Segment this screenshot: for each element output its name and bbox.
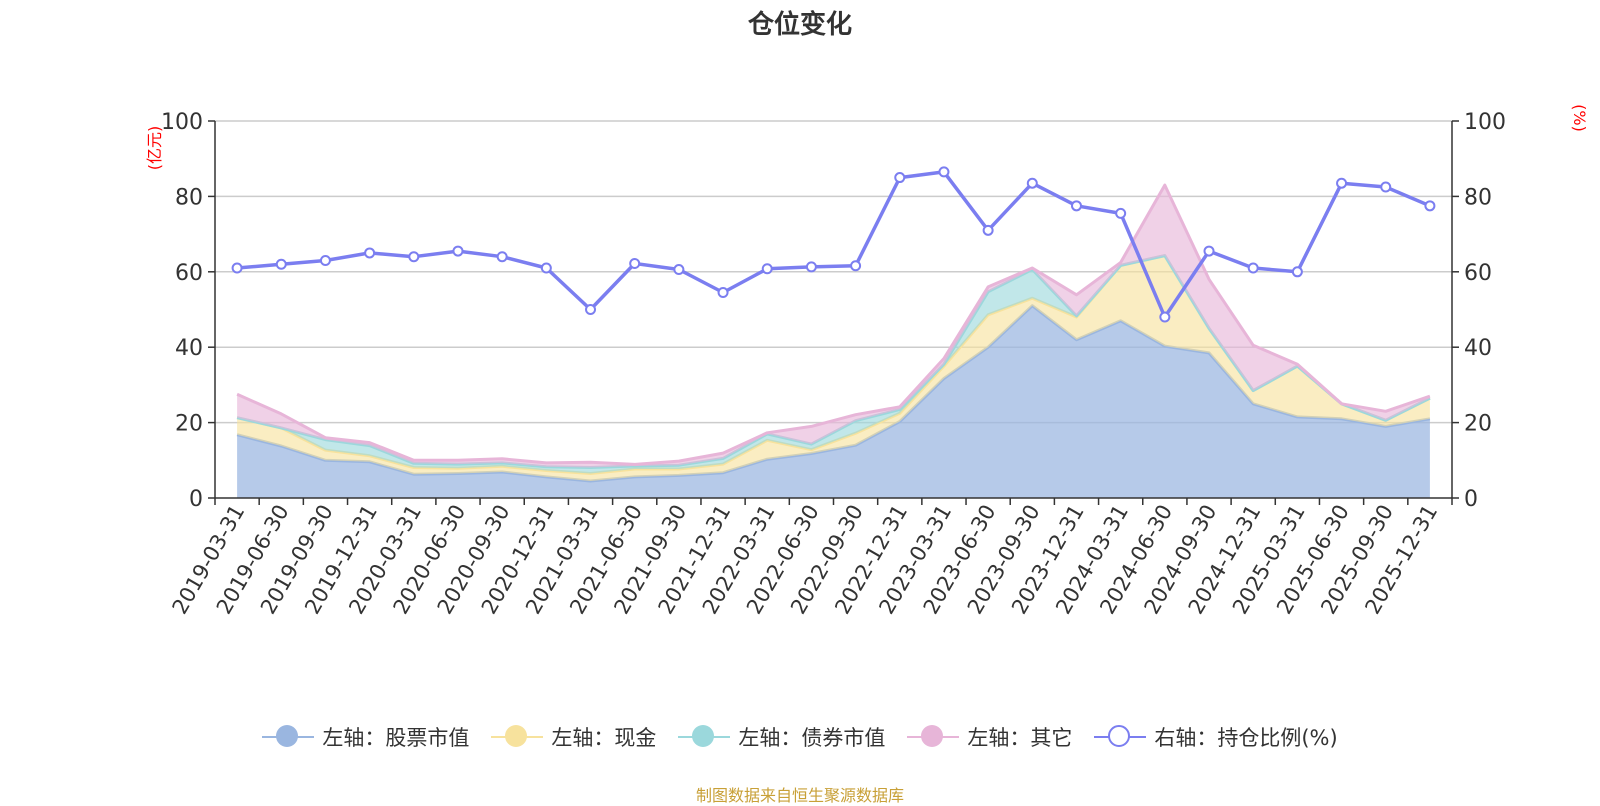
ratio-point [717, 287, 729, 299]
ratio-point [275, 258, 287, 270]
ratio-point [496, 251, 508, 263]
ratio-point [805, 261, 817, 273]
ratio-point [1336, 177, 1348, 189]
legend-ring-icon [1094, 725, 1147, 749]
ratio-point [1424, 200, 1436, 212]
legend-item-ratio[interactable]: 右轴：持仓比例(%) [1094, 722, 1338, 752]
left-axis-tick-label: 80 [175, 185, 203, 210]
right-axis-unit: (%) [1570, 104, 1589, 132]
ratio-point [938, 166, 950, 178]
stock-area [237, 305, 1430, 498]
right-axis-tick-label: 80 [1464, 185, 1492, 210]
left-axis-tick-label: 100 [161, 110, 203, 135]
ratio-point [364, 247, 376, 259]
ratio-point [1291, 266, 1303, 278]
ratio-line [236, 170, 1431, 319]
ratio-point [629, 258, 641, 270]
left-axis-unit: (亿元) [145, 126, 164, 171]
left-axis-tick-label: 0 [189, 487, 203, 512]
legend-item-stock[interactable]: 左轴：股票市值 [262, 722, 469, 752]
stacked-areas [236, 183, 1431, 498]
ratio-point [673, 264, 685, 276]
right-axis-tick-label: 100 [1464, 110, 1506, 135]
legend-label-cash: 左轴：现金 [551, 726, 657, 750]
legend: 左轴：股票市值 左轴：现金 左轴：债券市值 左轴：其它 右轴：持仓比例(%) [0, 722, 1600, 752]
right-axis-tick-label: 0 [1464, 487, 1478, 512]
left-axis-tick-label: 60 [175, 261, 203, 286]
chart-title: 仓位变化 [747, 10, 852, 40]
other-area-edge [236, 183, 1431, 466]
ratio-line-layer [231, 166, 1436, 323]
data-source-note: 制图数据来自恒生聚源数据库 [695, 786, 904, 805]
legend-circle-icon [491, 725, 544, 749]
legend-circle-icon [262, 725, 315, 749]
ratio-point [585, 304, 597, 315]
ratio-point [1159, 311, 1171, 323]
bond-area [237, 255, 1430, 474]
cash-area [237, 255, 1430, 481]
ratio-point [1026, 177, 1038, 189]
right-axis-tick-label: 20 [1464, 412, 1492, 437]
ratio-point [1247, 262, 1259, 274]
legend-circle-icon [907, 725, 960, 749]
legend-label-other: 左轴：其它 [967, 726, 1073, 750]
left-axis-tick-label: 20 [175, 412, 203, 437]
ratio-point [894, 172, 906, 184]
ratio-point [761, 263, 773, 275]
ratio-point [319, 254, 331, 266]
legend-label-stock: 左轴：股票市值 [322, 726, 470, 750]
ratio-point [1203, 245, 1215, 257]
ratio-point [982, 224, 994, 236]
right-axis-tick-label: 40 [1464, 336, 1492, 361]
other-area [237, 185, 1430, 468]
ratio-point [1070, 200, 1082, 212]
ratio-point [452, 245, 464, 257]
legend-item-cash[interactable]: 左轴：现金 [491, 722, 656, 752]
right-axis-tick-label: 60 [1464, 261, 1492, 286]
ratio-point [231, 262, 243, 274]
legend-label-bond: 左轴：债券市值 [738, 726, 886, 750]
legend-circle-icon [678, 725, 731, 749]
legend-item-other[interactable]: 左轴：其它 [907, 722, 1072, 752]
legend-item-bond[interactable]: 左轴：债券市值 [678, 722, 885, 752]
left-axis-tick-label: 40 [175, 336, 203, 361]
axes: 0204060801000204060801002019-03-312019-0… [161, 110, 1506, 618]
legend-label-ratio: 右轴：持仓比例(%) [1154, 726, 1338, 750]
ratio-point [1380, 181, 1392, 193]
ratio-point [1115, 207, 1127, 219]
ratio-point [850, 260, 862, 272]
ratio-point [408, 251, 420, 263]
ratio-point [540, 262, 552, 274]
